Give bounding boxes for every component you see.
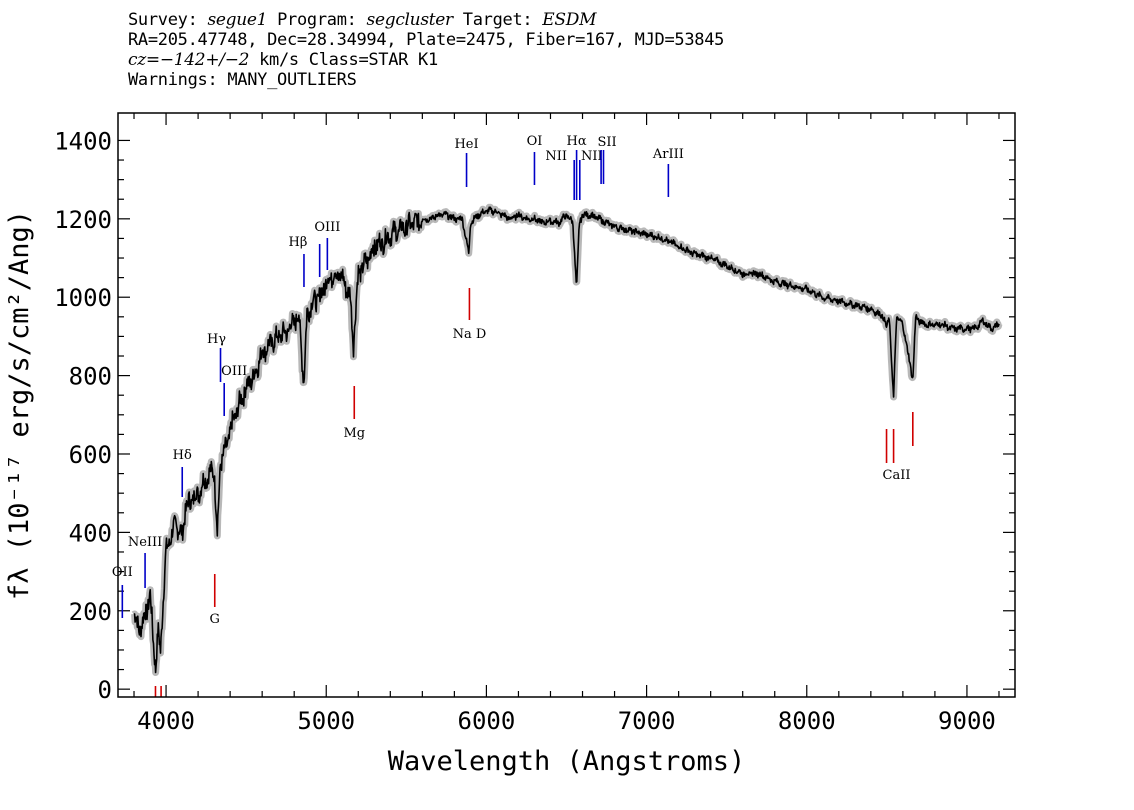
x-tick-label: 4000 — [137, 707, 195, 735]
y-tick-label: 600 — [69, 441, 112, 469]
axis-ticks: 4000 5000 6000 7000 8000 9000 0 200 400 600 800 100… — [54, 113, 1015, 735]
emission-line-label: Hγ — [207, 332, 226, 347]
emission-line-label: Hδ — [173, 448, 192, 463]
plot-frame — [117, 112, 1016, 698]
cz-value: −142+/−2 — [159, 50, 250, 70]
emission-line-label: Hβ — [289, 235, 308, 250]
class-text: km/s Class=STAR K1 — [249, 50, 438, 70]
x-tick-label: 7000 — [618, 707, 676, 735]
emission-line-label: NII — [545, 149, 567, 164]
y-tick-label: 400 — [69, 519, 112, 547]
emission-line-label: SII — [598, 135, 617, 150]
y-tick-label: 1200 — [54, 206, 112, 234]
emission-line-label: OII — [112, 565, 133, 580]
header-line-survey: Survey: segue1 Program: segcluster Targe… — [128, 10, 724, 30]
x-axis-title: Wavelength (Angstroms) — [388, 746, 746, 777]
emission-line-label: Hα — [567, 134, 587, 149]
cz-label: cz= — [128, 50, 160, 70]
emission-line-label: OIII — [221, 364, 247, 379]
emission-line-label: ArIII — [652, 147, 684, 162]
x-tick-label: 9000 — [938, 707, 996, 735]
target-value: ESDM — [542, 10, 597, 30]
x-tick-label: 5000 — [297, 707, 355, 735]
x-tick-label: 6000 — [458, 707, 516, 735]
emission-line-label: HeI — [454, 137, 478, 152]
x-tick-label: 8000 — [778, 707, 836, 735]
plot-header: Survey: segue1 Program: segcluster Targe… — [128, 10, 724, 90]
absorption-line-label: G — [210, 612, 220, 627]
y-tick-label: 800 — [69, 363, 112, 391]
survey-value: segue1 — [207, 10, 268, 30]
absorption-line-label: Mg — [343, 426, 365, 441]
emission-line-label: OI — [527, 134, 543, 149]
emission-line-label: NeIII — [128, 535, 162, 550]
absorption-line-label: CaII — [883, 468, 911, 483]
program-value: segcluster — [366, 10, 454, 30]
header-line-redshift: cz=−142+/−2 km/s Class=STAR K1 — [128, 50, 724, 70]
program-label: Program: — [267, 10, 367, 30]
y-axis-title: fλ (10⁻¹⁷ erg/s/cm²/Ang) — [4, 210, 35, 600]
y-tick-label: 200 — [69, 598, 112, 626]
emission-line-label: NII — [581, 149, 603, 164]
y-tick-label: 1000 — [54, 284, 112, 312]
y-tick-label: 0 — [98, 676, 112, 704]
emission-line-label: OIII — [314, 220, 340, 235]
header-line-warnings: Warnings: MANY_OUTLIERS — [128, 70, 357, 90]
target-label: Target: — [452, 10, 543, 30]
error-band — [131, 203, 1003, 676]
header-line-coordinates: RA=205.47748, Dec=28.34994, Plate=2475, … — [128, 30, 725, 50]
spectrum-line — [133, 206, 1000, 674]
y-tick-label: 1400 — [54, 127, 112, 155]
survey-label: Survey: — [128, 10, 208, 30]
absorption-line-label: Na D — [453, 327, 487, 342]
